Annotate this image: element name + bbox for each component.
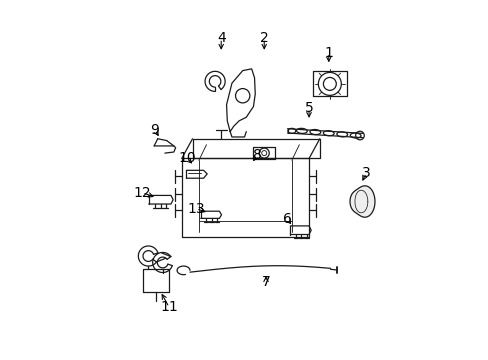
Text: 8: 8 [252, 148, 261, 162]
Text: 4: 4 [216, 31, 225, 45]
Text: 5: 5 [304, 101, 313, 115]
Text: 3: 3 [361, 166, 370, 180]
Text: 12: 12 [133, 185, 151, 199]
Text: 2: 2 [259, 31, 268, 45]
Text: 1: 1 [324, 46, 332, 60]
Text: 7: 7 [261, 275, 270, 289]
Text: 13: 13 [187, 202, 204, 216]
Text: 10: 10 [178, 152, 196, 166]
Text: 11: 11 [160, 300, 178, 314]
Text: 9: 9 [150, 123, 159, 137]
Polygon shape [349, 186, 374, 217]
Text: 6: 6 [283, 212, 291, 226]
